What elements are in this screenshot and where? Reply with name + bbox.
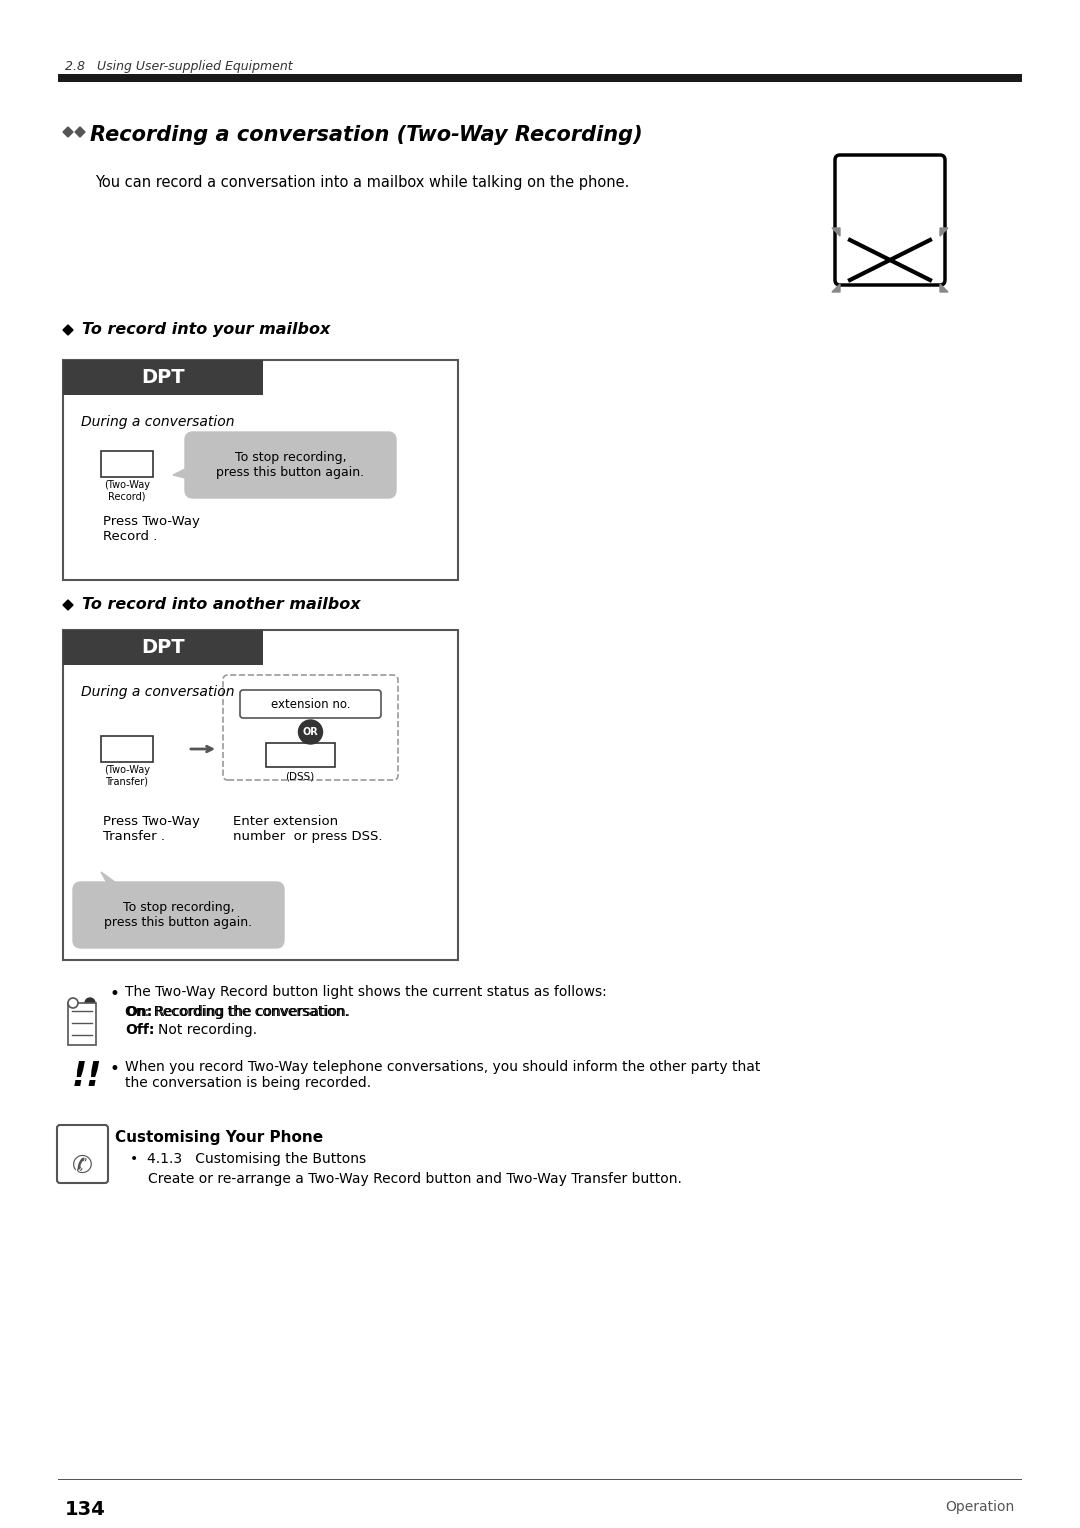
FancyBboxPatch shape bbox=[57, 1125, 108, 1183]
Polygon shape bbox=[940, 228, 948, 235]
Text: During a conversation: During a conversation bbox=[81, 416, 234, 429]
Text: Press Two-Way
Transfer .: Press Two-Way Transfer . bbox=[103, 814, 200, 843]
Text: Create or re-arrange a Two-Way Record button and Two-Way Transfer button.: Create or re-arrange a Two-Way Record bu… bbox=[148, 1172, 681, 1186]
Polygon shape bbox=[832, 228, 840, 235]
Text: Recording a conversation (Two-Way Recording): Recording a conversation (Two-Way Record… bbox=[90, 125, 643, 145]
Circle shape bbox=[298, 720, 323, 744]
Text: 134: 134 bbox=[65, 1500, 106, 1519]
FancyBboxPatch shape bbox=[63, 361, 458, 581]
Circle shape bbox=[68, 998, 78, 1008]
Text: ✆: ✆ bbox=[71, 1154, 93, 1178]
Polygon shape bbox=[940, 284, 948, 292]
Polygon shape bbox=[63, 601, 73, 610]
Text: Press Two-Way
Record .: Press Two-Way Record . bbox=[103, 515, 200, 542]
Text: •: • bbox=[110, 1060, 120, 1077]
FancyBboxPatch shape bbox=[63, 630, 458, 960]
FancyBboxPatch shape bbox=[58, 73, 1022, 83]
Polygon shape bbox=[63, 325, 73, 335]
Text: To stop recording,
press this button again.: To stop recording, press this button aga… bbox=[216, 451, 365, 478]
Text: Recording the conversation.: Recording the conversation. bbox=[156, 1005, 350, 1019]
Text: OR: OR bbox=[302, 727, 319, 736]
Text: 2.8   Using User-supplied Equipment: 2.8 Using User-supplied Equipment bbox=[65, 60, 293, 73]
FancyBboxPatch shape bbox=[102, 736, 153, 762]
Text: To record into another mailbox: To record into another mailbox bbox=[82, 597, 361, 613]
Polygon shape bbox=[173, 465, 193, 480]
Text: •  4.1.3   Customising the Buttons: • 4.1.3 Customising the Buttons bbox=[130, 1152, 366, 1166]
FancyBboxPatch shape bbox=[68, 1002, 96, 1045]
Polygon shape bbox=[75, 127, 85, 138]
Text: DPT: DPT bbox=[141, 637, 185, 657]
Text: The Two-Way Record button light shows the current status as follows:: The Two-Way Record button light shows th… bbox=[125, 986, 607, 999]
Polygon shape bbox=[102, 872, 126, 889]
Polygon shape bbox=[63, 127, 73, 138]
Text: (Two-Way
Transfer): (Two-Way Transfer) bbox=[104, 766, 150, 787]
Text: (Two-Way
Record): (Two-Way Record) bbox=[104, 480, 150, 501]
FancyBboxPatch shape bbox=[222, 675, 399, 779]
FancyBboxPatch shape bbox=[63, 361, 264, 396]
Text: Off:: Off: bbox=[125, 1024, 154, 1038]
FancyBboxPatch shape bbox=[240, 691, 381, 718]
Text: Operation: Operation bbox=[946, 1500, 1015, 1514]
Text: Enter extension
number  or press DSS.: Enter extension number or press DSS. bbox=[233, 814, 382, 843]
Text: DPT: DPT bbox=[141, 368, 185, 387]
Polygon shape bbox=[832, 284, 840, 292]
Text: extension no.: extension no. bbox=[271, 697, 350, 711]
Text: You can record a conversation into a mailbox while talking on the phone.: You can record a conversation into a mai… bbox=[95, 176, 630, 189]
Text: Customising Your Phone: Customising Your Phone bbox=[114, 1131, 323, 1144]
Text: On:: On: bbox=[125, 1005, 152, 1019]
Text: (DSS): (DSS) bbox=[285, 772, 314, 781]
FancyBboxPatch shape bbox=[102, 451, 153, 477]
Text: To stop recording,
press this button again.: To stop recording, press this button aga… bbox=[105, 902, 253, 929]
Circle shape bbox=[85, 998, 95, 1008]
Text: !!: !! bbox=[72, 1060, 103, 1093]
FancyBboxPatch shape bbox=[73, 882, 284, 947]
Text: Not recording.: Not recording. bbox=[158, 1024, 257, 1038]
Text: On: Recording the conversation.: On: Recording the conversation. bbox=[125, 1005, 349, 1019]
FancyBboxPatch shape bbox=[266, 743, 335, 767]
FancyBboxPatch shape bbox=[63, 630, 264, 665]
Text: To record into your mailbox: To record into your mailbox bbox=[82, 322, 330, 338]
Text: •: • bbox=[110, 986, 120, 1002]
FancyBboxPatch shape bbox=[185, 432, 396, 498]
Text: When you record Two-Way telephone conversations, you should inform the other par: When you record Two-Way telephone conver… bbox=[125, 1060, 760, 1089]
Text: During a conversation: During a conversation bbox=[81, 685, 234, 698]
